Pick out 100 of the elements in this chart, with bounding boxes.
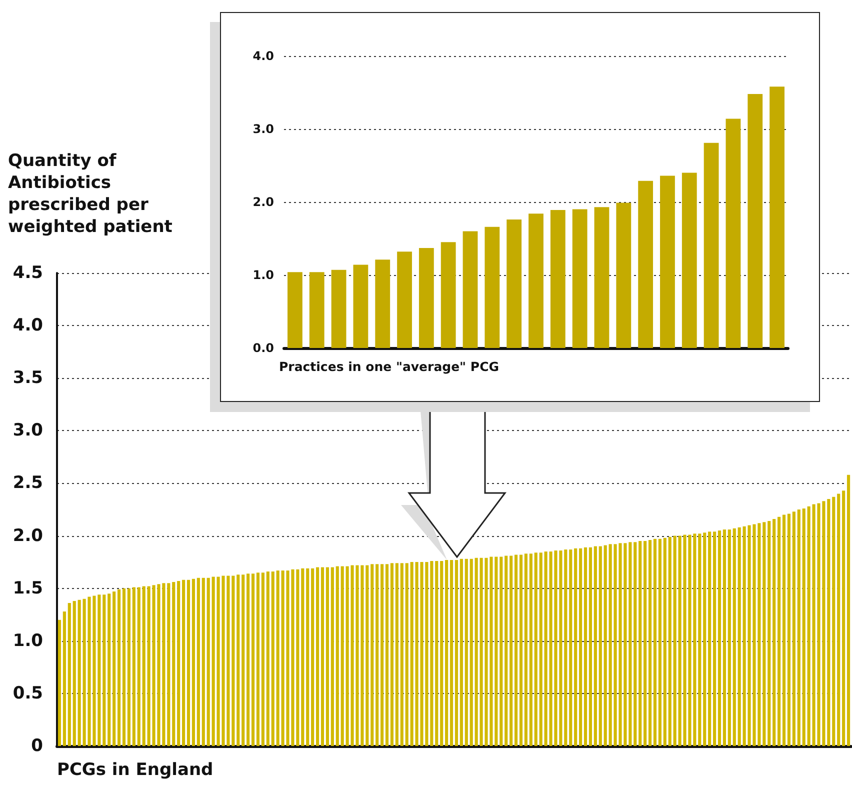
bar (460, 558, 463, 746)
bar (550, 210, 566, 348)
bar (594, 546, 597, 746)
bar (397, 252, 412, 348)
bar (738, 527, 741, 746)
y-tick-label: 4.0 (12, 316, 44, 336)
bar (375, 260, 390, 348)
bar (309, 272, 324, 348)
bar (172, 582, 176, 746)
bar (464, 558, 468, 746)
bar (634, 542, 637, 746)
bar (846, 474, 850, 746)
bar (574, 548, 578, 746)
bar (712, 532, 716, 746)
bar (232, 576, 235, 746)
bar (108, 594, 111, 746)
bar (778, 516, 781, 746)
bar (510, 556, 513, 746)
bar (450, 560, 454, 746)
y-tick-label: 2.0 (252, 195, 274, 209)
bar (192, 578, 196, 746)
bar (117, 589, 121, 746)
bar (246, 574, 250, 746)
bar (430, 561, 434, 746)
bar (122, 588, 126, 746)
bar (202, 578, 205, 746)
bar (668, 536, 672, 746)
bar (660, 176, 675, 348)
bar (182, 580, 186, 746)
bar (514, 554, 518, 746)
bar (395, 563, 398, 746)
bar (440, 242, 456, 348)
y-axis-title: Quantity of Antibiotics prescribed per weighted patient (8, 150, 174, 238)
bar (708, 532, 712, 746)
x-axis-title: PCGs in England (57, 760, 214, 780)
bar (584, 547, 588, 746)
bar (638, 180, 654, 348)
bar (440, 561, 444, 746)
bar (704, 142, 719, 348)
bar (832, 496, 836, 746)
bar (137, 587, 140, 746)
bar (616, 202, 632, 348)
bar (728, 529, 731, 746)
bar (330, 567, 334, 746)
bar (698, 534, 702, 746)
bar (58, 620, 62, 746)
y-tick-label: 0 (31, 736, 44, 756)
bar (142, 586, 146, 746)
bar (638, 541, 642, 746)
bar (594, 207, 610, 348)
bar (102, 594, 106, 746)
bar (271, 572, 274, 746)
bar (703, 532, 706, 746)
bar (242, 574, 245, 746)
bar (261, 572, 264, 746)
bar (276, 570, 280, 746)
bar (682, 172, 697, 348)
bar (462, 231, 478, 348)
bar (385, 564, 389, 746)
bar (732, 528, 736, 746)
bar (628, 542, 632, 746)
y-tick-label: 0.5 (12, 683, 43, 704)
y-tick-label: 4.5 (12, 263, 43, 283)
bar (206, 578, 210, 746)
bar (78, 600, 81, 746)
bar (435, 561, 438, 746)
bar (306, 568, 310, 746)
bar (762, 522, 766, 746)
bar (288, 272, 302, 348)
bar (470, 558, 473, 746)
bar (588, 547, 592, 746)
bar (418, 248, 434, 348)
bar (196, 578, 200, 746)
y-tick-label: 1.5 (12, 578, 43, 598)
bar (673, 536, 676, 746)
bar (802, 508, 806, 746)
bar (718, 530, 722, 746)
bar (579, 548, 582, 746)
bar (256, 572, 260, 746)
bar (539, 552, 542, 746)
bar (127, 588, 130, 746)
bar (772, 518, 776, 746)
bar (658, 538, 662, 746)
bar (748, 94, 763, 348)
bar (506, 220, 522, 348)
bar (569, 549, 572, 746)
y-tick-label: 4.0 (252, 49, 274, 63)
bar (336, 566, 339, 746)
bar (62, 611, 66, 746)
bar (792, 512, 796, 746)
bar (316, 567, 320, 746)
bar (663, 538, 666, 746)
bar (797, 510, 800, 746)
bar (768, 521, 771, 746)
bar (366, 565, 369, 746)
bar (524, 554, 528, 746)
bar (529, 554, 532, 746)
bar (842, 490, 846, 746)
bar (390, 563, 394, 746)
bar (320, 567, 324, 746)
